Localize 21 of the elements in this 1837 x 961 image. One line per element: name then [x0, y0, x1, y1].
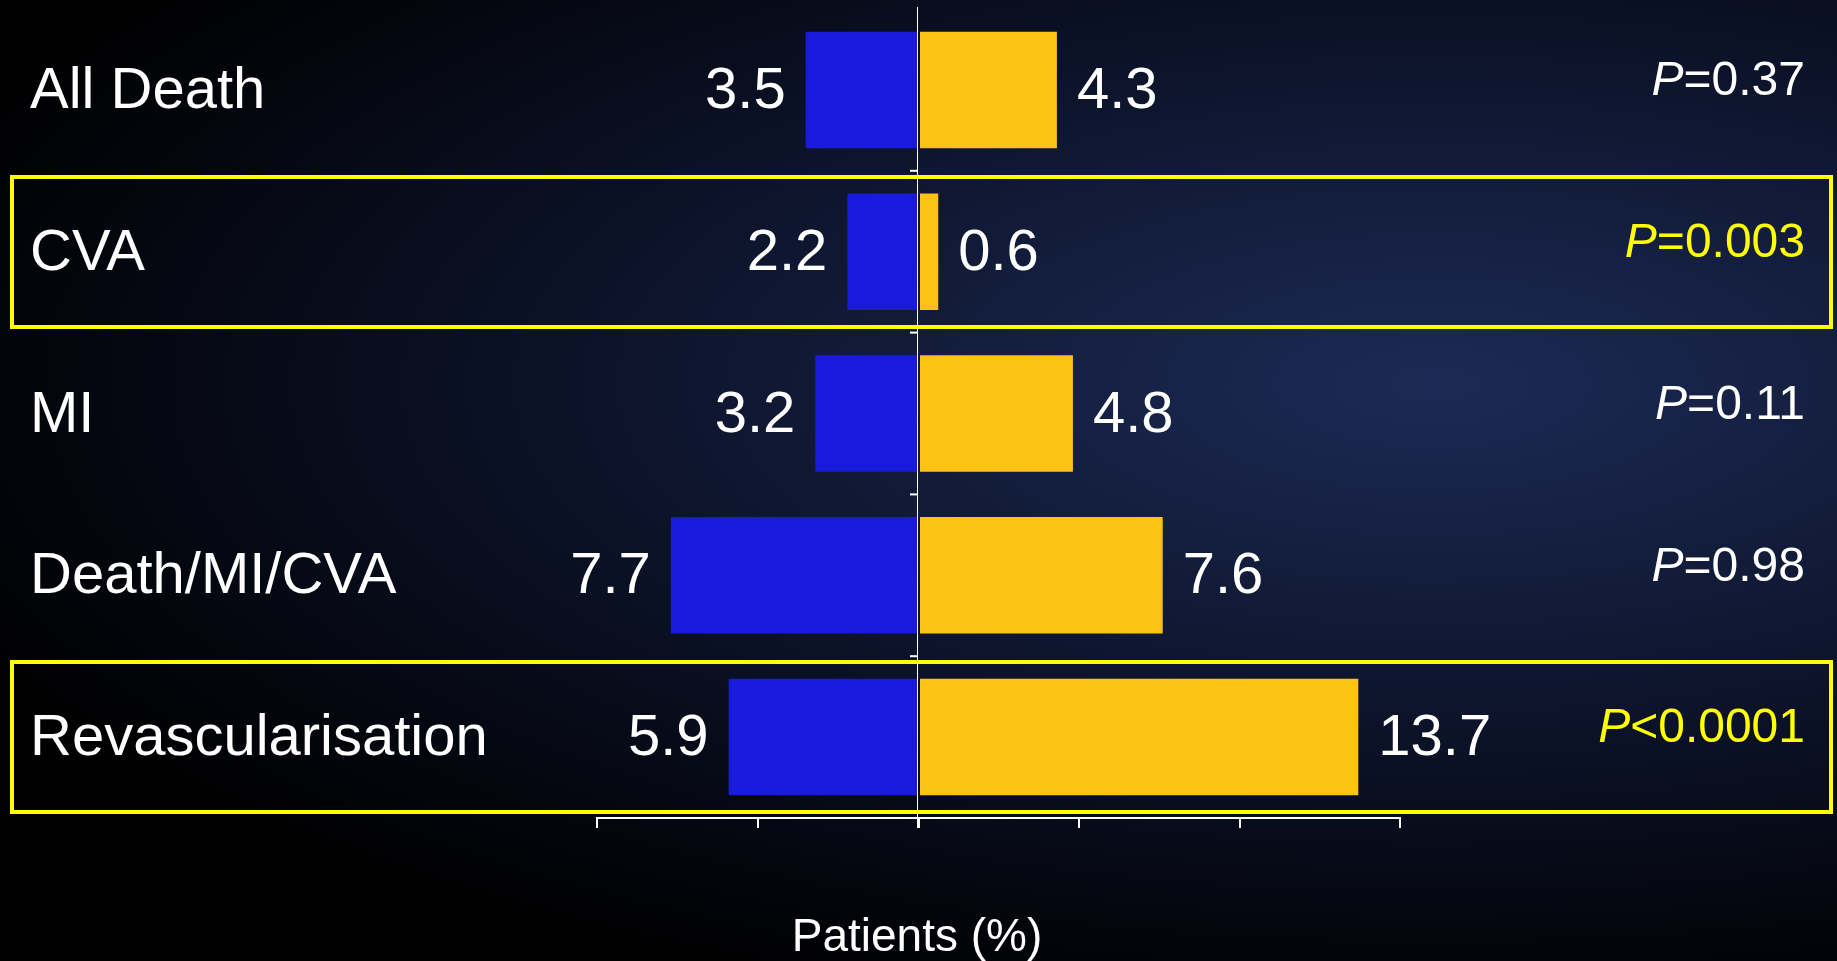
data-label: 4.8: [1092, 378, 1174, 444]
data-label: 3.2: [714, 378, 796, 444]
text: P=0.37: [1651, 52, 1805, 106]
text: P=0.11: [1655, 375, 1805, 429]
y-tick-label: Revascularisation: [30, 702, 488, 768]
data-label: 5.9: [627, 702, 709, 768]
text: P=0.98: [1651, 537, 1805, 591]
text: P<0.0001: [1598, 699, 1805, 753]
y-tick-label: CVA: [30, 216, 146, 282]
data-label: 4.3: [1076, 54, 1158, 120]
data-label: 7.6: [1182, 540, 1264, 606]
data-label: 2.2: [746, 216, 828, 282]
y-tick-label: Death/MI/CVA: [30, 540, 397, 606]
x-axis-title: Patients (%): [790, 908, 1044, 961]
y-tick-label: MI: [30, 378, 95, 444]
y-tick-label: All Death: [30, 54, 266, 120]
data-label: 0.6: [958, 216, 1039, 282]
data-label: 7.7: [570, 540, 651, 606]
text: P=0.003: [1624, 213, 1806, 268]
data-label: 3.5: [705, 54, 786, 120]
data-label: 13.7: [1378, 702, 1492, 768]
